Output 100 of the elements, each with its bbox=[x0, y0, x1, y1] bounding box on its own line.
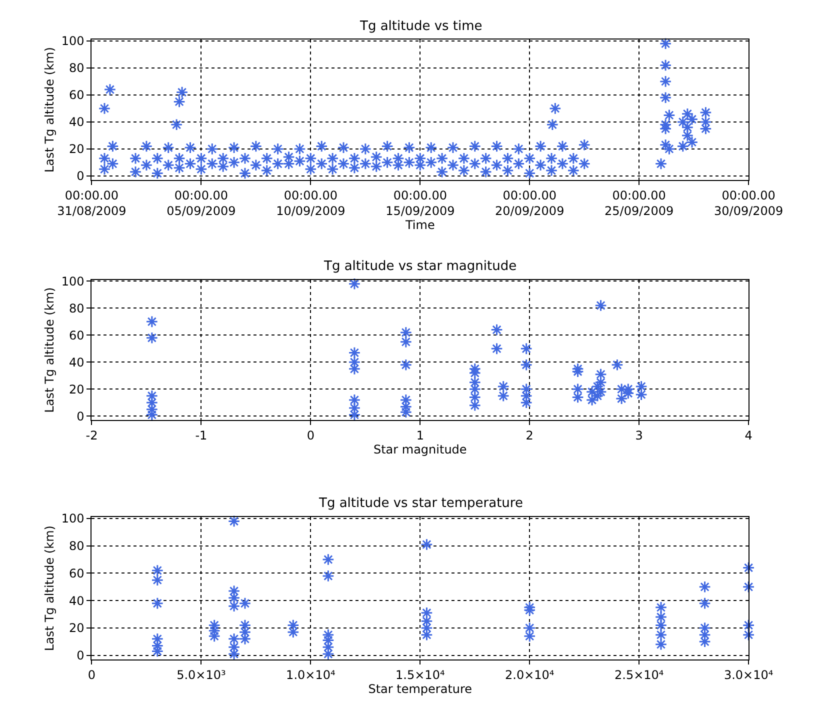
y-tick-label: 0 bbox=[76, 409, 84, 424]
point bbox=[420, 538, 433, 551]
point bbox=[654, 638, 668, 651]
point bbox=[615, 392, 628, 405]
y-tick-label: 40 bbox=[69, 115, 84, 130]
point bbox=[146, 390, 158, 402]
y-tick-label: 20 bbox=[69, 142, 84, 156]
y-axis-title: Last Tg altitude (km) bbox=[42, 287, 57, 413]
point bbox=[468, 383, 482, 396]
point bbox=[572, 365, 584, 378]
point bbox=[654, 610, 668, 624]
x-tick-label: 0 bbox=[306, 428, 314, 443]
y-tick-label: 100 bbox=[61, 34, 84, 48]
x-axis-title: Star magnitude bbox=[373, 442, 467, 457]
y-tick-label: 40 bbox=[69, 355, 84, 370]
point bbox=[348, 356, 361, 368]
point bbox=[594, 376, 607, 389]
point bbox=[611, 358, 624, 372]
point bbox=[287, 626, 300, 638]
x-tick-label: 4 bbox=[744, 428, 752, 443]
point bbox=[400, 326, 412, 339]
point bbox=[490, 324, 503, 336]
point bbox=[654, 628, 668, 641]
point bbox=[228, 600, 240, 612]
y-axis-title: Last Tg altitude (km) bbox=[42, 526, 57, 651]
point bbox=[348, 394, 361, 406]
point bbox=[635, 380, 648, 393]
point bbox=[654, 619, 668, 632]
x-tick-label: 1 bbox=[416, 428, 424, 443]
point bbox=[523, 604, 536, 616]
y-tick-label: 60 bbox=[69, 328, 84, 342]
x-tick-label: 1.0×10⁴ bbox=[286, 668, 336, 682]
point bbox=[420, 606, 433, 620]
point bbox=[228, 648, 240, 660]
point bbox=[520, 396, 532, 409]
x-tick-label: 3 bbox=[635, 428, 643, 443]
x-tick-label: 00:00.00 10/09/2009 bbox=[276, 188, 346, 218]
point bbox=[208, 630, 220, 642]
point bbox=[348, 402, 361, 414]
point bbox=[287, 619, 300, 632]
point bbox=[523, 630, 536, 642]
point bbox=[400, 358, 412, 372]
point bbox=[742, 580, 755, 594]
point bbox=[322, 628, 334, 641]
point bbox=[591, 380, 604, 393]
point bbox=[151, 632, 164, 646]
point bbox=[208, 619, 220, 632]
x-tick-label: 3.0×10⁴ bbox=[724, 668, 774, 682]
point bbox=[698, 636, 711, 648]
point bbox=[238, 597, 252, 610]
point bbox=[420, 628, 433, 641]
y-tick-label: 60 bbox=[69, 88, 84, 102]
y-tick-label: 80 bbox=[69, 539, 84, 554]
x-tick-label: 2.5×10⁴ bbox=[614, 668, 664, 682]
point bbox=[523, 601, 536, 614]
y-axis-title: Last Tg altitude (km) bbox=[42, 47, 57, 173]
point bbox=[146, 396, 158, 409]
point bbox=[146, 332, 158, 344]
point bbox=[322, 570, 334, 582]
point bbox=[490, 342, 503, 355]
point bbox=[151, 564, 164, 577]
point bbox=[151, 597, 164, 610]
x-tick-label: 00:00.00 31/08/2009 bbox=[57, 188, 126, 218]
point bbox=[228, 584, 240, 598]
point bbox=[635, 388, 648, 401]
point bbox=[572, 362, 584, 376]
point bbox=[400, 336, 412, 348]
y-tick-label: 40 bbox=[69, 594, 84, 608]
x-tick-label: 00:00.00 25/09/2009 bbox=[604, 188, 674, 218]
y-tick-label: 80 bbox=[69, 301, 84, 316]
point bbox=[348, 362, 361, 376]
y-tick-label: 100 bbox=[61, 274, 84, 288]
x-axis-title: Time bbox=[404, 218, 435, 232]
point bbox=[146, 316, 158, 328]
point bbox=[228, 592, 240, 604]
point bbox=[698, 597, 711, 610]
point bbox=[468, 376, 482, 389]
point bbox=[497, 390, 510, 402]
y-tick-label: 20 bbox=[69, 621, 84, 636]
y-tick-label: 0 bbox=[76, 169, 84, 184]
point bbox=[228, 515, 240, 528]
y-tick-label: 80 bbox=[69, 61, 84, 76]
point bbox=[151, 574, 164, 586]
point bbox=[698, 628, 711, 641]
point bbox=[520, 383, 532, 396]
y-tick-label: 20 bbox=[69, 382, 84, 396]
point bbox=[468, 399, 482, 412]
point bbox=[238, 626, 252, 638]
point bbox=[400, 394, 412, 406]
x-tick-label: 00:00.00 20/09/2009 bbox=[495, 188, 564, 218]
point bbox=[420, 614, 433, 628]
x-tick-label: 00:00.00 15/09/2009 bbox=[386, 188, 455, 218]
x-tick-label: 00:00.00 30/09/2009 bbox=[714, 188, 784, 218]
point bbox=[238, 619, 252, 632]
point bbox=[520, 342, 532, 355]
point bbox=[654, 601, 668, 614]
point bbox=[520, 390, 532, 402]
y-tick-label: 100 bbox=[61, 512, 84, 526]
point bbox=[208, 624, 220, 637]
chart-title: Tg altitude vs star temperature bbox=[318, 496, 523, 511]
